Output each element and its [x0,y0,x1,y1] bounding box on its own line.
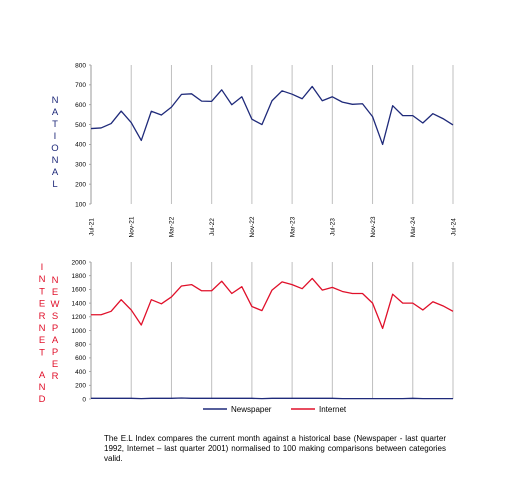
x-tick-label: Nov-21 [129,216,136,237]
y-tick-label: 800 [75,62,86,69]
x-tick-label: Mar-23 [289,216,296,237]
side-label-internet-letter: T [39,347,45,358]
x-tick-label: Jul-23 [330,218,337,236]
side-label-national-letter: N [52,95,59,106]
national-chart: 100 200 300 400 500 600 700 800 Jul-21 Nov-21 Mar-… [51,62,457,237]
y-tick-label: 1800 [72,273,87,280]
side-label-internet-letter: N [39,323,46,334]
y-tick-label: 600 [75,355,86,362]
side-label-newspaper-letter: R [52,371,59,382]
side-label-newspaper-letter: E [52,287,58,298]
x-tick-label: Mar-22 [169,216,176,237]
y-tick-label: 500 [75,122,86,129]
legend: Newspaper Internet [203,405,347,414]
side-label-and-letter: N [39,382,46,393]
side-label-internet-letter: N [39,274,46,285]
side-label-newspaper-letter: P [52,323,58,334]
side-label-newspaper-letter: E [52,359,58,370]
y-tick-label: 200 [75,181,86,188]
y-tick-label: 700 [75,82,86,89]
series-line-newspaper [91,397,453,400]
y-tick-label: 400 [75,369,86,376]
x-tick-label: Mar-24 [410,216,417,237]
y-tick-label: 1600 [72,287,87,294]
side-label-national-letter: A [52,167,59,178]
x-tick-label: Nov-22 [249,216,256,237]
y-tick-label: 2000 [72,259,87,266]
side-label-newspaper-letter: W [51,299,60,310]
x-tick-label: Jul-21 [88,218,95,236]
y-tick-label: 800 [75,342,86,349]
y-tick-label: 100 [75,201,86,208]
y-tick-label: 1000 [72,328,87,335]
side-label-and-letter: D [39,394,46,405]
y-tick-label: 300 [75,162,86,169]
series-line-internet [91,277,454,330]
x-tick-label: Nov-23 [370,216,377,237]
side-label-national-letter: N [52,155,59,166]
legend-label-internet: Internet [319,405,347,414]
internet-newspaper-chart: 0200400600800100012001400160018002000INT… [39,259,454,405]
series-line [90,85,454,146]
caption-text: The E.L Index compares the current month… [104,434,446,463]
y-tick-label: 600 [75,102,86,109]
y-tick-label: 200 [75,383,86,390]
side-label-national-letter: A [52,107,59,118]
side-label-newspaper-letter: P [52,347,58,358]
y-tick-label: 1200 [72,314,87,321]
side-label-and-letter: A [39,370,46,381]
y-tick-label: 0 [82,396,86,403]
side-label-newspaper-letter: A [52,335,59,346]
legend-label-newspaper: Newspaper [231,405,272,414]
side-label-internet-letter: I [41,262,44,273]
y-tick-label: 1400 [72,300,87,307]
side-label-national-letter: I [54,131,57,142]
side-label-newspaper-letter: N [52,275,59,286]
side-label-internet-letter: E [39,335,45,346]
side-label-newspaper-letter: S [52,311,58,322]
y-tick-label: 400 [75,142,86,149]
side-label-internet-letter: T [39,286,45,297]
side-label-internet-letter: E [39,299,45,310]
side-label-internet-letter: R [39,311,46,322]
side-label-national-letter: O [51,143,58,154]
x-tick-label: Jul-24 [450,218,457,236]
x-tick-label: Jul-22 [209,218,216,236]
side-label-national-letter: L [52,179,57,190]
side-label-national-letter: T [52,119,58,130]
